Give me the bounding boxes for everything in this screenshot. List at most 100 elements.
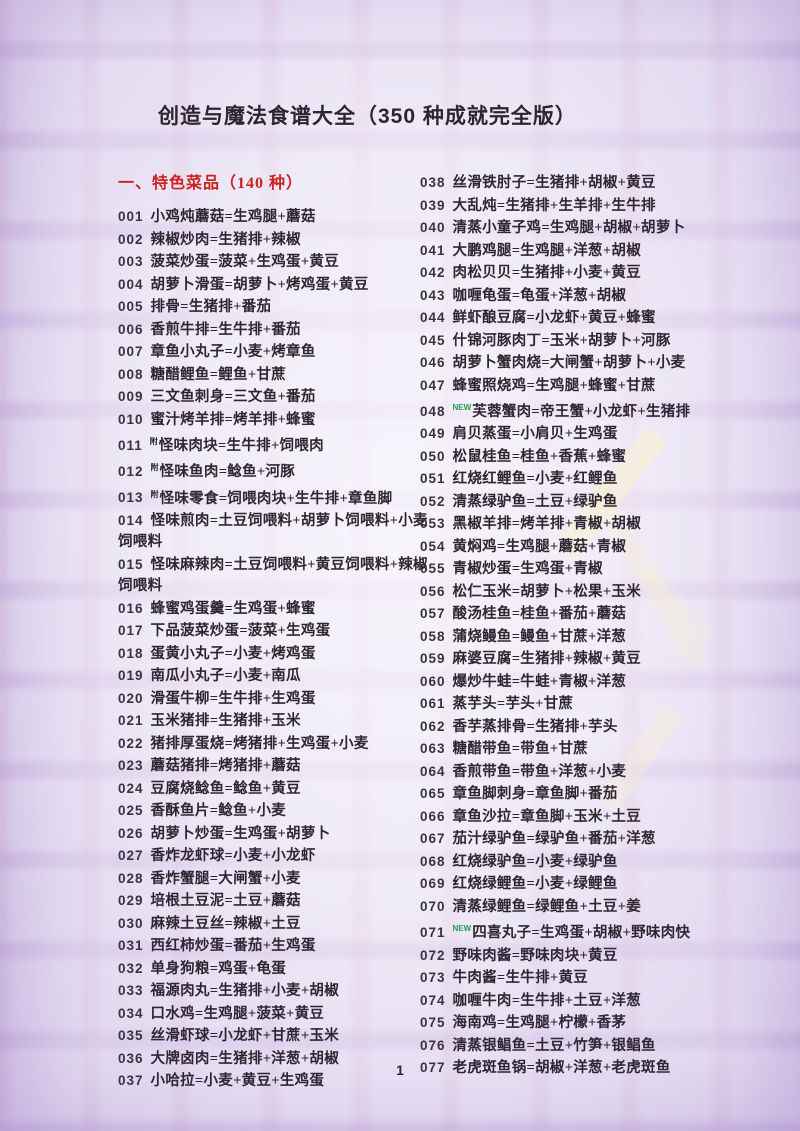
- recipe-text: 牛肉酱=生牛排+黄豆: [452, 970, 589, 987]
- recipe-item: 003 菠菜炒蛋=菠菜+生鸡蛋+黄豆: [118, 251, 430, 274]
- recipe-text: 蒲烧鳗鱼=鳗鱼+甘蔗+洋葱: [452, 628, 627, 645]
- page-sheet: [88, 58, 718, 1068]
- recipe-text: 小哈拉=小麦+黄豆+生鸡蛋: [150, 1073, 325, 1090]
- recipe-item: 012 附怪味鱼肉=鲶鱼+河豚: [118, 457, 430, 483]
- recipe-item: 056 松仁玉米=胡萝卜+松果+玉米: [420, 581, 726, 604]
- recipe-text: 咖喱牛肉=生牛排+土豆+洋葱: [452, 992, 642, 1009]
- recipe-text: 香煎牛排=生牛排+番茄: [150, 321, 301, 338]
- recipe-item: 022 猪排厚蛋烧=烤猪排+生鸡蛋+小麦: [118, 733, 430, 756]
- recipe-item: 040 清蒸小童子鸡=生鸡腿+胡椒+胡萝卜: [420, 217, 726, 240]
- recipe-item: 051 红烧红鲤鱼=小麦+红鲤鱼: [420, 468, 726, 491]
- recipe-item: 076 清蒸银鲳鱼=土豆+竹笋+银鲳鱼: [420, 1035, 726, 1058]
- recipe-item: 008 糖醋鲤鱼=鲤鱼+甘蔗: [118, 364, 430, 387]
- recipe-text: 香酥鱼片=鲶鱼+小麦: [150, 803, 287, 820]
- recipe-number: 028: [118, 870, 144, 886]
- recipe-number: 034: [118, 1005, 144, 1021]
- recipe-number: 012: [118, 464, 144, 480]
- recipe-item: 059 麻婆豆腐=生猪排+辣椒+黄豆: [420, 648, 726, 671]
- recipe-number: 049: [420, 426, 446, 442]
- recipe-item: 063 糖醋带鱼=带鱼+甘蔗: [420, 738, 726, 761]
- recipe-text: 三文鱼刺身=三文鱼+番茄: [150, 389, 316, 405]
- recipe-item: 011 附怪味肉块=生牛排+饲喂肉: [118, 431, 430, 457]
- recipe-text: 蒸芋头=芋头+甘蔗: [452, 696, 574, 713]
- recipe-text: 丝滑虾球=小龙虾+甘蔗+玉米: [150, 1028, 340, 1045]
- recipe-text: 蜂蜜照烧鸡=生鸡腿+蜂蜜+甘蔗: [452, 377, 656, 394]
- recipe-item: 052 清蒸绿驴鱼=土豆+绿驴鱼: [420, 491, 726, 514]
- recipe-number: 041: [420, 242, 446, 258]
- recipe-text: 章鱼脚刺身=章鱼脚+番茄: [452, 786, 618, 803]
- recipe-item: 023 蘑菇猪排=烤猪排+蘑菇: [118, 755, 430, 778]
- recipe-text: 怪味麻辣肉=土豆饲喂料+黄豆饲喂料+辣椒饲喂料: [118, 556, 428, 595]
- annotation-tag: 附: [150, 463, 159, 473]
- recipe-number: 074: [420, 992, 446, 1008]
- recipe-item: 016 蜂蜜鸡蛋羹=生鸡蛋+蜂蜜: [118, 598, 430, 621]
- recipe-text: 茄汁绿驴鱼=绿驴鱼+番茄+洋葱: [452, 831, 656, 848]
- recipe-number: 006: [118, 321, 144, 337]
- recipe-number: 032: [118, 960, 144, 976]
- recipe-item: 033 福源肉丸=生猪排+小麦+胡椒: [118, 980, 430, 1003]
- recipe-text: 松鼠桂鱼=桂鱼+香蕉+蜂蜜: [452, 448, 627, 465]
- recipe-item: 013 附怪味零食=饲喂肉块+生牛排+章鱼脚: [118, 484, 430, 510]
- recipe-item: 058 蒲烧鳗鱼=鳗鱼+甘蔗+洋葱: [420, 626, 726, 649]
- recipe-text: 下品菠菜炒蛋=菠菜+生鸡蛋: [150, 623, 331, 640]
- recipe-text: 红烧红鲤鱼=小麦+红鲤鱼: [452, 471, 618, 488]
- recipe-item: 020 滑蛋牛柳=生牛排+生鸡蛋: [118, 688, 430, 711]
- recipe-list-left: 001 小鸡炖蘑菇=生鸡腿+蘑菇 002 辣椒炒肉=生猪排+辣椒 003 菠菜炒蛋=菠菜+…: [118, 206, 430, 1093]
- recipe-item: 005 排骨=生猪排+番茄: [118, 296, 430, 319]
- recipe-text: 糖醋带鱼=带鱼+甘蔗: [452, 741, 589, 758]
- recipe-number: 066: [420, 808, 446, 824]
- recipe-text: 排骨=生猪排+番茄: [150, 299, 272, 315]
- recipe-text: 爆炒牛蛙=牛蛙+青椒+洋葱: [452, 673, 627, 690]
- recipe-item: 009 三文鱼刺身=三文鱼+番茄: [118, 386, 430, 409]
- recipe-number: 014: [118, 512, 144, 528]
- recipe-number: 004: [118, 276, 144, 292]
- recipe-number: 022: [118, 735, 144, 751]
- recipe-item: 029 培根土豆泥=土豆+蘑菇: [118, 890, 430, 913]
- recipe-text: 什锦河豚肉丁=玉米+胡萝卜+河豚: [452, 332, 671, 349]
- recipe-item: 072 野味肉酱=野味肉块+黄豆: [420, 945, 726, 968]
- recipe-number: 051: [420, 471, 446, 487]
- recipe-text: 滑蛋牛柳=生牛排+生鸡蛋: [150, 690, 316, 707]
- recipe-text: 麻婆豆腐=生猪排+辣椒+黄豆: [452, 651, 642, 668]
- recipe-item: 046 胡萝卜蟹肉烧=大闸蟹+胡萝卜+小麦: [420, 352, 726, 375]
- recipe-number: 059: [420, 651, 446, 667]
- recipe-item: 019 南瓜小丸子=小麦+南瓜: [118, 665, 430, 688]
- recipe-number: 063: [420, 741, 446, 757]
- recipe-text: 怪味煎肉=土豆饲喂料+胡萝卜饲喂料+小麦饲喂料: [118, 512, 428, 551]
- recipe-text: 肩贝蒸蛋=小肩贝+生鸡蛋: [452, 426, 618, 443]
- recipe-number: 070: [420, 898, 446, 914]
- recipe-number: 045: [420, 332, 446, 348]
- recipe-number: 039: [420, 197, 446, 213]
- recipe-number: 067: [420, 831, 446, 847]
- recipe-text: 香炸蟹腿=大闸蟹+小麦: [150, 870, 301, 887]
- recipe-list-right: 038 丝滑铁肘子=生猪排+胡椒+黄豆 039 大乱炖=生猪排+生羊排+生牛排 040 清…: [420, 172, 726, 1080]
- recipe-number: 056: [420, 583, 446, 599]
- recipe-item: 061 蒸芋头=芋头+甘蔗: [420, 693, 726, 716]
- recipe-text: 蜜汁烤羊排=烤羊排+蜂蜜: [150, 411, 316, 428]
- recipe-number: 031: [118, 938, 144, 954]
- recipe-item: 035 丝滑虾球=小龙虾+甘蔗+玉米: [118, 1025, 430, 1048]
- recipe-item: 057 酸汤桂鱼=桂鱼+番茄+蘑菇: [420, 603, 726, 626]
- recipe-item: 015 怪味麻辣肉=土豆饲喂料+黄豆饲喂料+辣椒饲喂料: [118, 554, 430, 598]
- page-title: 创造与魔法食谱大全（350 种成就完全版）: [158, 105, 577, 128]
- recipe-number: 068: [420, 853, 446, 869]
- recipe-number: 057: [420, 606, 446, 622]
- recipe-item: 075 海南鸡=生鸡腿+柠檬+香茅: [420, 1012, 726, 1035]
- annotation-tag: 附: [149, 437, 158, 446]
- recipe-number: 075: [420, 1015, 446, 1031]
- recipe-number: 002: [118, 231, 144, 247]
- recipe-number: 001: [118, 209, 144, 224]
- recipe-number: 065: [420, 786, 446, 802]
- recipe-item: 055 青椒炒蛋=生鸡蛋+青椒: [420, 558, 726, 581]
- recipe-number: 064: [420, 763, 446, 779]
- recipe-item: 043 咖喱龟蛋=龟蛋+洋葱+胡椒: [420, 285, 726, 308]
- recipe-number: 037: [118, 1073, 144, 1089]
- recipe-number: 038: [420, 175, 446, 190]
- recipe-column-left: 一、特色菜品（140 种） 001 小鸡炖蘑菇=生鸡腿+蘑菇 002 辣椒炒肉=生猪排…: [118, 172, 430, 1093]
- recipe-number: 029: [118, 893, 144, 909]
- recipe-text: 福源肉丸=生猪排+小麦+胡椒: [150, 983, 340, 1000]
- recipe-text: 章鱼沙拉=章鱼脚+玉米+土豆: [452, 808, 642, 825]
- recipe-item: 001 小鸡炖蘑菇=生鸡腿+蘑菇: [118, 206, 430, 229]
- recipe-text: 蜂蜜鸡蛋羹=生鸡蛋+蜂蜜: [150, 600, 316, 617]
